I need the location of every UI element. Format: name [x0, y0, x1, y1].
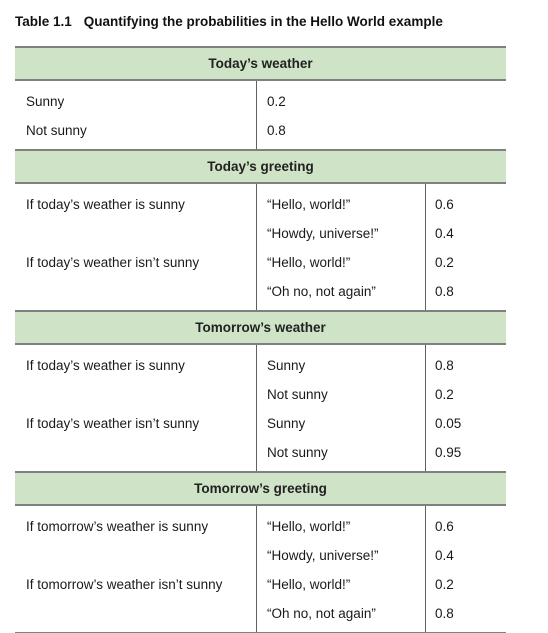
- outcome-cell: Sunny: [267, 416, 306, 431]
- section-body-todays-weather: Sunny 0.2 Not sunny 0.8: [15, 81, 506, 149]
- section-header-todays-greeting: Today’s greeting: [15, 149, 506, 184]
- table-row: Not sunny 0.2: [15, 380, 506, 409]
- table-row: If today’s weather is sunny “Hello, worl…: [15, 190, 506, 219]
- outcome-cell: “Hello, world!”: [267, 197, 351, 212]
- table-row: “Howdy, universe!” 0.4: [15, 219, 506, 248]
- table-row: If today’s weather is sunny Sunny 0.8: [15, 351, 506, 380]
- probability-table: Today’s weather Sunny 0.2 Not sunny 0.8 …: [15, 46, 506, 633]
- probability-cell: 0.8: [435, 358, 454, 373]
- probability-cell: 0.2: [435, 387, 454, 402]
- section-header-todays-weather: Today’s weather: [15, 46, 506, 81]
- condition-cell: If tomorrow’s weather isn’t sunny: [26, 577, 223, 592]
- probability-cell: 0.6: [435, 519, 454, 534]
- condition-cell: If today’s weather isn’t sunny: [26, 255, 200, 270]
- outcome-cell: Not sunny: [267, 387, 328, 402]
- table-row: Not sunny 0.95: [15, 438, 506, 467]
- table-row: If tomorrow’s weather isn’t sunny “Hello…: [15, 570, 506, 599]
- outcome-cell: “Hello, world!”: [267, 519, 351, 534]
- probability-cell: 0.05: [435, 416, 462, 431]
- outcome-cell: “Oh no, not again”: [267, 284, 376, 299]
- condition-cell: Not sunny: [26, 123, 87, 138]
- outcome-cell: “Howdy, universe!”: [267, 226, 379, 241]
- table-title: Quantifying the probabilities in the Hel…: [83, 14, 443, 29]
- section-body-todays-greeting: If today’s weather is sunny “Hello, worl…: [15, 184, 506, 310]
- outcome-cell: “Hello, world!”: [267, 255, 351, 270]
- probability-cell: 0.2: [435, 255, 454, 270]
- probability-cell: 0.2: [267, 94, 286, 109]
- outcome-cell: Not sunny: [267, 445, 328, 460]
- table-row: If tomorrow’s weather is sunny “Hello, w…: [15, 512, 506, 541]
- table-caption: Table 1.1 Quantifying the probabilities i…: [15, 14, 443, 29]
- outcome-cell: Sunny: [267, 358, 306, 373]
- condition-cell: If today’s weather isn’t sunny: [26, 416, 200, 431]
- table-row: “Howdy, universe!” 0.4: [15, 541, 506, 570]
- table-row: If today’s weather isn’t sunny “Hello, w…: [15, 248, 506, 277]
- probability-cell: 0.4: [435, 548, 454, 563]
- table-row: If today’s weather isn’t sunny Sunny 0.0…: [15, 409, 506, 438]
- probability-cell: 0.4: [435, 226, 454, 241]
- outcome-cell: “Oh no, not again”: [267, 606, 376, 621]
- section-body-tomorrows-greeting: If tomorrow’s weather is sunny “Hello, w…: [15, 506, 506, 633]
- table-row: “Oh no, not again” 0.8: [15, 599, 506, 628]
- section-header-tomorrows-greeting: Tomorrow’s greeting: [15, 471, 506, 506]
- condition-cell: If today’s weather is sunny: [26, 197, 185, 212]
- table-row: Not sunny 0.8: [15, 116, 506, 145]
- table-row: Sunny 0.2: [15, 87, 506, 116]
- condition-cell: If today’s weather is sunny: [26, 358, 185, 373]
- outcome-cell: “Hello, world!”: [267, 577, 351, 592]
- section-body-tomorrows-weather: If today’s weather is sunny Sunny 0.8 No…: [15, 345, 506, 471]
- probability-cell: 0.8: [435, 606, 454, 621]
- probability-cell: 0.95: [435, 445, 462, 460]
- condition-cell: Sunny: [26, 94, 65, 109]
- probability-cell: 0.2: [435, 577, 454, 592]
- outcome-cell: “Howdy, universe!”: [267, 548, 379, 563]
- table-row: “Oh no, not again” 0.8: [15, 277, 506, 306]
- table-number: Table 1.1: [15, 14, 72, 29]
- condition-cell: If tomorrow’s weather is sunny: [26, 519, 209, 534]
- probability-cell: 0.8: [267, 123, 286, 138]
- probability-cell: 0.6: [435, 197, 454, 212]
- section-header-tomorrows-weather: Tomorrow’s weather: [15, 310, 506, 345]
- probability-cell: 0.8: [435, 284, 454, 299]
